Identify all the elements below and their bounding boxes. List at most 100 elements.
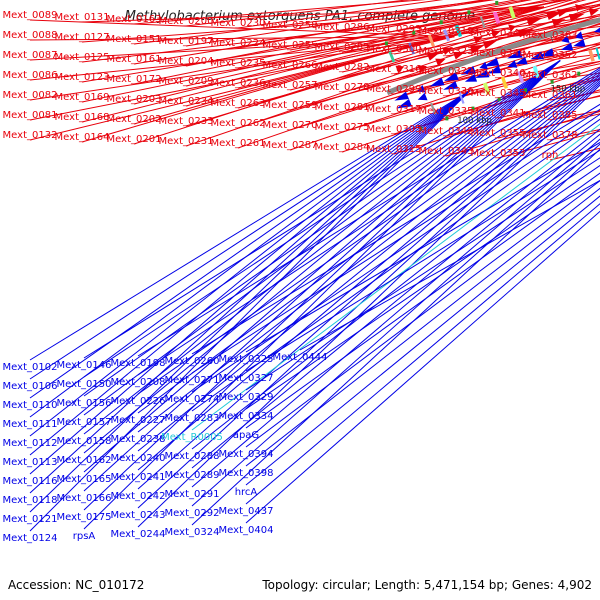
callout-line	[341, 42, 600, 113]
gene-label: Mext_0089	[3, 10, 58, 21]
forward-cog-block	[408, 42, 415, 55]
gene-label: Mext_0385	[523, 110, 578, 121]
callout-line	[29, 90, 471, 399]
gene-label: Mext_0281	[315, 102, 370, 113]
gene-label: Mext_0081	[3, 110, 58, 121]
forward-cog-block	[388, 50, 396, 63]
reverse-gene-arrow	[464, 74, 478, 82]
gene-tracks	[384, 0, 600, 131]
reverse-callout-lines	[29, 60, 600, 532]
callout-line	[237, 0, 600, 89]
forward-gene-arrow	[588, 8, 600, 17]
callout-line	[237, 7, 600, 109]
callout-line	[137, 78, 600, 471]
gene-label: Mext_0235	[211, 58, 266, 69]
inner-dot-ring	[471, 106, 475, 111]
inner-dot-ring	[577, 71, 581, 76]
forward-gene-arrow	[426, 52, 440, 61]
callout-line	[185, 0, 600, 127]
topology-summary: Topology: circular; Length: 5,471,154 bp…	[262, 578, 592, 592]
callout-line	[137, 76, 600, 452]
callout-line	[29, 19, 455, 38]
reverse-cog-block	[588, 49, 595, 62]
gene-label: Mext_0166	[57, 493, 112, 504]
gene-label: Mext_0102	[3, 362, 58, 373]
gene-label: Mext_0200	[159, 16, 214, 27]
gene-label: Mext_0322	[419, 66, 474, 77]
callout-line	[137, 72, 600, 414]
forward-gene-arrow	[473, 36, 483, 44]
callout-line	[289, 23, 600, 111]
gene-label: Mext_0201	[107, 134, 162, 145]
gene-label: Mext_0274	[165, 394, 220, 405]
reverse-gene-labels: Mext_0102Mext_0106Mext_0110Mext_0111Mext…	[3, 352, 328, 544]
callout-line	[245, 187, 600, 467]
gene-label: Mext_0255	[263, 40, 318, 51]
outer-dot-ring	[439, 20, 443, 25]
reverse-gene-arrow	[482, 57, 500, 67]
gene-label: Mext_0118	[3, 495, 58, 506]
gene-label: Mext_0288	[165, 451, 220, 462]
reverse-gene-arrow	[444, 72, 459, 81]
callout-line	[29, 90, 471, 475]
gene-label: Mext_0240	[111, 453, 166, 464]
gene-label: Mext_0329	[219, 392, 274, 403]
callout-line	[137, 69, 600, 376]
gene-label: Mext_0123	[55, 72, 110, 83]
gene-label: Mext_0271	[165, 375, 220, 386]
callout-line	[191, 123, 600, 431]
callout-line	[185, 0, 533, 67]
callout-line	[341, 5, 600, 53]
callout-line	[245, 141, 600, 353]
callout-line	[393, 32, 600, 75]
callout-line	[185, 0, 486, 47]
tick-mark	[550, 35, 554, 42]
callout-line	[289, 43, 600, 151]
gene-label: Mext_0238	[111, 434, 166, 445]
gene-label: Mext_0227	[111, 415, 166, 426]
reverse-gene-arrow	[538, 48, 555, 57]
gene-label: Mext_0230	[211, 18, 266, 29]
gene-label: Mext_0287	[263, 140, 318, 151]
gene-label: Mext_0342	[419, 126, 474, 137]
gene-label: Mext_0336	[419, 86, 474, 97]
forward-gene-arrow	[508, 24, 516, 32]
gene-label: Mext_0284	[315, 142, 370, 153]
callout-line	[191, 138, 600, 488]
callout-line	[83, 60, 561, 359]
gene-label: Mext_0243	[111, 510, 166, 521]
inner-dot-ring	[524, 88, 528, 93]
callout-line	[445, 47, 600, 77]
gene-label: Mext_0394	[219, 449, 274, 460]
gene-label: Mext_0404	[219, 525, 274, 536]
callout-line	[237, 0, 444, 29]
gene-label: rpsA	[73, 531, 96, 542]
gene-label: Mext_0266	[263, 60, 318, 71]
gene-label: Mext_0361	[523, 90, 578, 101]
callout-line	[191, 143, 600, 507]
forward-gene-arrow	[435, 58, 446, 67]
gene-label: Mext_0198	[111, 358, 166, 369]
gene-label: Mext_0113	[3, 457, 58, 468]
callout-line	[133, 0, 494, 45]
gene-label: Mext_0121	[3, 514, 58, 525]
gene-label: Mext_0168	[55, 112, 110, 123]
callout-line	[185, 0, 587, 107]
gene-label: Mext_0286	[315, 22, 370, 33]
callout-line	[83, 60, 561, 530]
gene-label: Mext_0285	[315, 42, 370, 53]
gene-label: Mext_0203	[107, 94, 162, 105]
reverse-gene-arrow	[479, 61, 488, 70]
gene-label: Mext_0300	[367, 44, 422, 55]
gene-label: Mext_0175	[57, 512, 112, 523]
gene-label: Mext_0082	[3, 90, 58, 101]
callout-line	[29, 36, 455, 81]
gene-label: Mext_0291	[165, 489, 220, 500]
forward-gene-arrow	[568, 13, 585, 22]
callout-line	[245, 172, 600, 429]
reverse-cog-block	[595, 47, 600, 60]
forward-gene-arrow	[517, 28, 534, 38]
callout-line	[299, 179, 600, 351]
forward-cog-block	[427, 34, 435, 48]
